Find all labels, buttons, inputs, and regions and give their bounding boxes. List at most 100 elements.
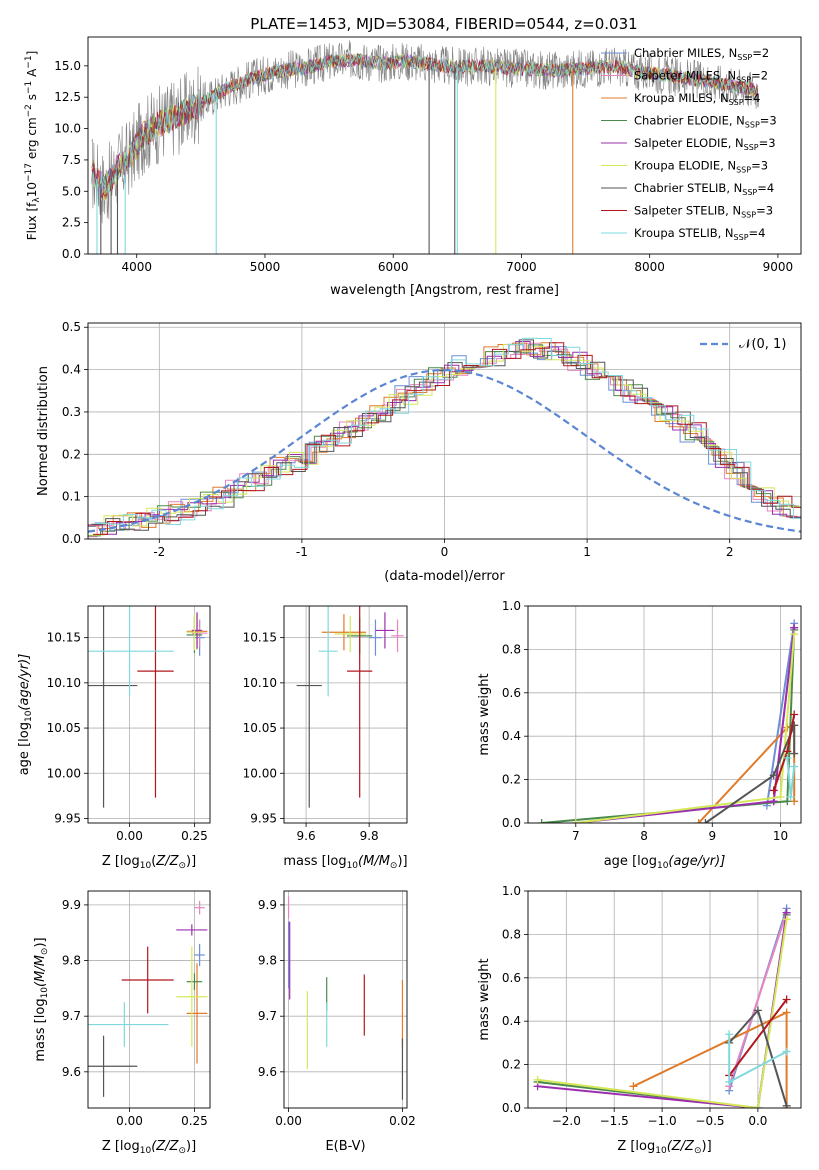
age-vs-mass-ytick-label: 10.00 xyxy=(243,766,277,780)
mass-vs-z-point-salpeter-stelib xyxy=(121,946,174,1014)
age-vs-mass-axes xyxy=(284,606,407,823)
mass-vs-ebv-frame: 0.00 0.02 9.6 9.7 9.8 9.9 xyxy=(258,890,416,1128)
spectrum-legend-label: Kroupa MILES, NSSP=4 xyxy=(634,91,760,107)
histogram-normal-curve xyxy=(88,368,801,533)
mass-vs-ebv-plot-area xyxy=(287,896,404,1100)
mass-vs-ebv-ytick-label: 9.6 xyxy=(258,1065,277,1079)
spectrum-legend-label: Salpeter MILES, NSSP=2 xyxy=(634,69,768,85)
spectrum-ytick-label: 5.0 xyxy=(62,184,81,198)
weight-vs-z-xtick-label: −1.5 xyxy=(600,1114,629,1128)
age-vs-z-plot-area xyxy=(88,606,208,808)
age-vs-mass-ytick-label: 10.15 xyxy=(243,631,277,645)
age-vs-z-xlabel: Z [log10(Z/Z⊙)] xyxy=(102,854,196,871)
weight-vs-age-xlabel: age [log10(age/yr)] xyxy=(604,854,726,871)
weight-vs-age-series-kroupa-stelib xyxy=(783,753,799,801)
weight-vs-z-marker xyxy=(533,1075,542,1084)
mass-vs-z-point-kroupa-miles xyxy=(186,963,208,1064)
weight-vs-age-marker xyxy=(776,792,785,801)
mass-vs-z-ylabel: mass [log10(M/M⊙)] xyxy=(33,937,50,1061)
age-vs-mass-plot-area xyxy=(296,606,404,808)
weight-vs-age-marker xyxy=(790,762,799,771)
histogram-legend-label: 𝒩(0, 1) xyxy=(739,337,786,352)
age-vs-mass-xtick-label: 9.6 xyxy=(297,829,316,843)
spectrum-xtick-label: 8000 xyxy=(634,260,665,274)
weight-vs-age-line xyxy=(704,725,796,823)
age-vs-z-xtick-label: 0.00 xyxy=(116,829,143,843)
weight-vs-age-marker xyxy=(694,819,703,823)
mass-vs-z-point-salpeter-elodie xyxy=(176,924,208,936)
weight-vs-age-ytick-label: 0.2 xyxy=(502,773,521,787)
age-vs-z-point-salpeter-elodie xyxy=(191,612,203,649)
histogram-series-kroupa-elodie xyxy=(89,343,801,536)
spectrum-model-chabrier-stelib xyxy=(91,53,759,199)
histogram-frame: -2 -1 0 1 2 0.0 0.1 0.2 0.3 0.4 0.5 xyxy=(62,320,802,559)
spectrum-ytick-label: 15.0 xyxy=(54,59,81,73)
mass-vs-z-plot-area xyxy=(88,901,208,1097)
weight-vs-z-ytick-label: 1.0 xyxy=(502,884,521,898)
age-vs-mass-ytick-label: 10.10 xyxy=(243,676,277,690)
age-vs-z-frame: 0.00 0.25 9.95 10.00 10.05 10.10 10.15 xyxy=(47,605,211,843)
mass-vs-z-ytick-label: 9.9 xyxy=(62,898,81,912)
mass-vs-z-xtick-label: 0.00 xyxy=(116,1114,143,1128)
spectrum-xtick-label: 6000 xyxy=(378,260,409,274)
mass-vs-z-spines xyxy=(87,890,211,1109)
weight-vs-age-ylabel: mass weight xyxy=(477,673,492,755)
age-vs-mass-ytick-label: 10.05 xyxy=(243,721,277,735)
mass-vs-ebv-ytick-label: 9.7 xyxy=(258,1009,277,1023)
age-vs-z-point-chabrier-stelib xyxy=(88,606,138,808)
weight-vs-z-marker xyxy=(753,1006,762,1015)
mass-vs-z-point-kroupa-stelib xyxy=(88,1002,169,1047)
spectrum-legend-label: Kroupa ELODIE, NSSP=3 xyxy=(634,159,768,175)
mass-vs-z-point-salpeter-miles xyxy=(194,901,205,915)
mass-vs-z-point-kroupa-elodie xyxy=(176,946,208,1047)
weight-vs-age-xtick-label: 7 xyxy=(572,829,580,843)
spectrum-ytick-label: 12.5 xyxy=(54,90,81,104)
age-vs-z-point-kroupa-elodie xyxy=(186,614,203,651)
age-vs-mass-spines xyxy=(283,605,408,824)
weight-vs-z-marker xyxy=(629,1082,638,1091)
age-vs-z-point-kroupa-stelib xyxy=(88,606,174,697)
weight-vs-age-marker xyxy=(571,819,580,823)
weight-vs-age-xtick-label: 10 xyxy=(773,829,788,843)
histogram-ytick-label: 0.4 xyxy=(62,363,81,377)
age-vs-z-ytick-label: 10.00 xyxy=(47,766,81,780)
spectrum-ytick-label: 7.5 xyxy=(62,153,81,167)
age-vs-mass-point-salpeter-miles xyxy=(391,619,404,653)
age-vs-z-spines xyxy=(87,605,211,824)
histogram-ytick-label: 0.3 xyxy=(62,405,81,419)
mass-vs-z-point-chabrier-elodie xyxy=(186,973,203,991)
weight-vs-z-xtick-label: −0.5 xyxy=(695,1114,724,1128)
age-vs-z-xtick-label: 0.25 xyxy=(181,829,208,843)
age-vs-mass-xtick-label: 9.8 xyxy=(360,829,379,843)
weight-vs-z-plot-area xyxy=(533,904,791,1108)
age-vs-mass-frame: 9.6 9.8 9.95 10.00 10.05 10.10 10.15 xyxy=(243,605,408,843)
histogram-ytick-label: 0.2 xyxy=(62,447,81,461)
weight-vs-age-ytick-label: 1.0 xyxy=(502,599,521,613)
weight-vs-age-marker xyxy=(769,786,778,795)
weight-vs-age-marker xyxy=(537,819,546,823)
age-vs-mass-point-salpeter-elodie xyxy=(375,612,395,649)
weight-vs-age-marker xyxy=(790,630,799,639)
weight-vs-age-marker xyxy=(701,819,710,823)
weight-vs-age-ytick-label: 0.6 xyxy=(502,686,521,700)
weight-vs-age-marker xyxy=(783,753,792,762)
histogram-ytick-label: 0.1 xyxy=(62,490,81,504)
age-vs-mass-point-kroupa-stelib xyxy=(318,606,338,697)
weight-vs-z-marker xyxy=(782,915,791,924)
weight-vs-z-xtick-label: 0.0 xyxy=(748,1114,767,1128)
age-vs-mass-point-chabrier-stelib xyxy=(296,606,322,808)
histogram-xtick-label: 0 xyxy=(441,545,449,559)
spectrum-legend-label: Kroupa STELIB, NSSP=4 xyxy=(634,226,765,242)
age-vs-z-ylabel: age [log10(age/yr)] xyxy=(17,654,34,776)
weight-vs-age-ytick-label: 0.8 xyxy=(502,642,521,656)
weight-vs-age-marker xyxy=(769,771,778,780)
mass-vs-ebv-xtick-label: 0.02 xyxy=(389,1114,416,1128)
weight-vs-z-xtick-label: −2.0 xyxy=(552,1114,581,1128)
weight-vs-age-ytick-label: 0.4 xyxy=(502,729,521,743)
spectrum-data-line xyxy=(91,40,759,224)
histogram-xtick-label: -1 xyxy=(296,545,308,559)
weight-vs-age-ytick-label: 0.0 xyxy=(502,816,521,830)
weight-vs-z-ytick-label: 0.2 xyxy=(502,1058,521,1072)
mass-vs-z-xtick-label: 0.25 xyxy=(181,1114,208,1128)
